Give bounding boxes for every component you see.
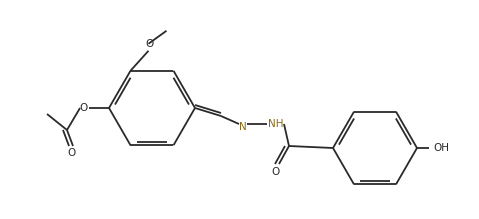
Text: O: O xyxy=(145,39,154,49)
Text: O: O xyxy=(272,167,280,177)
Text: OH: OH xyxy=(433,143,449,153)
Text: N: N xyxy=(239,122,247,132)
Text: O: O xyxy=(80,103,88,113)
Text: NH: NH xyxy=(268,119,284,129)
Text: O: O xyxy=(68,148,76,158)
